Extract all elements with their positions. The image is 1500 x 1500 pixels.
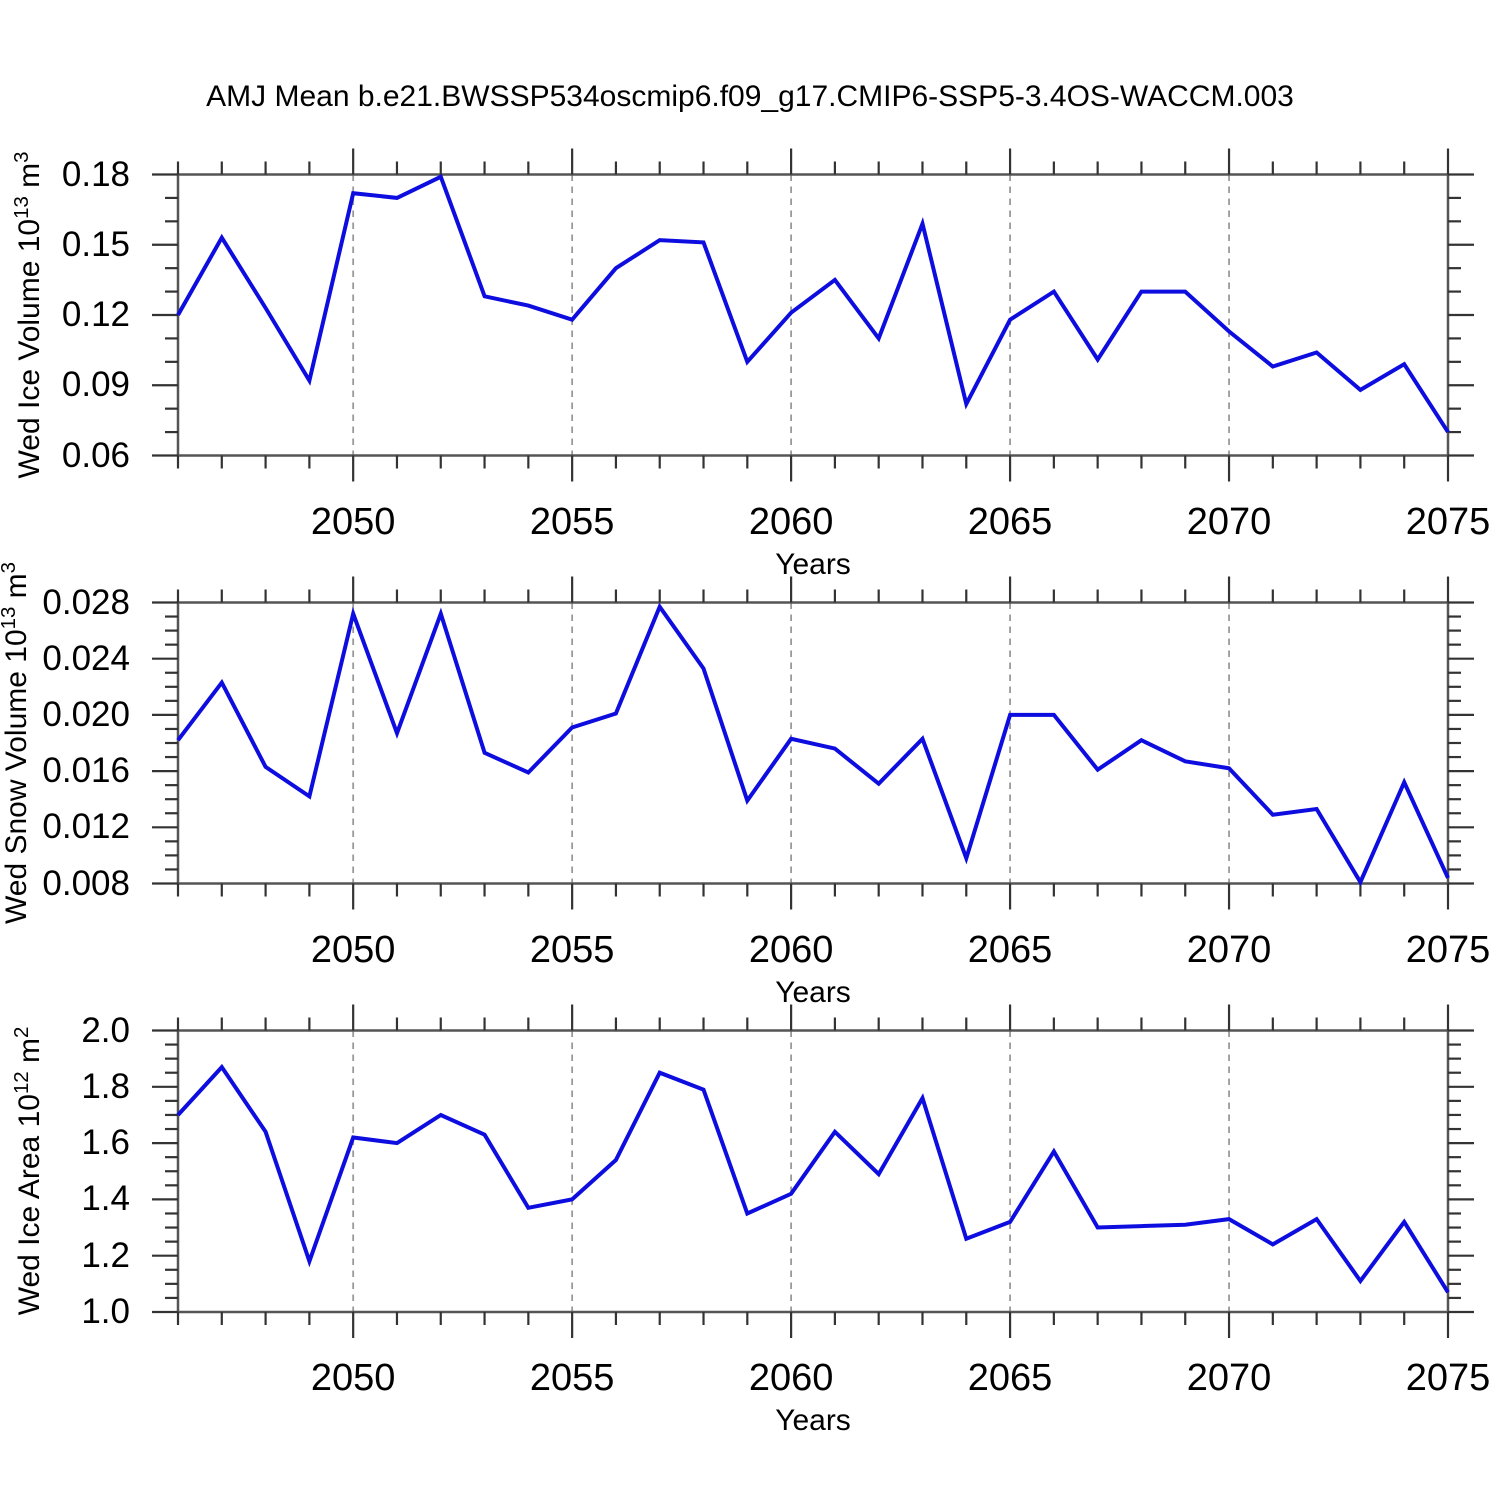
chart-title: AMJ Mean b.e21.BWSSP534oscmip6.f09_g17.C… xyxy=(206,80,1294,113)
panel-3-xtick-label: 2070 xyxy=(1186,1357,1272,1399)
panel-3-plot-border xyxy=(176,1029,1450,1314)
panel-2-yaxis-title-sup: 3 xyxy=(0,562,20,573)
panel-3-xtick-label: 2060 xyxy=(748,1357,834,1399)
panel-1-xaxis-title: Years xyxy=(775,547,851,581)
panel-1-yaxis-title-text: Wed Ice Volume 10 xyxy=(13,218,46,479)
panel-3-ytick-label: 1.0 xyxy=(81,1292,130,1331)
panel-3-yaxis-title: Wed Ice Area 1012 m2 xyxy=(10,1026,47,1316)
panel-2-ytick-label: 0.016 xyxy=(42,751,130,791)
panel-2-yaxis-title: Wed Snow Volume 1013 m3 xyxy=(0,562,34,924)
panel-3-ytick-label: 1.2 xyxy=(81,1235,130,1275)
panel-2-ytick-label: 0.024 xyxy=(42,638,130,678)
panel-3-xtick-label: 2055 xyxy=(529,1357,615,1399)
panel-2 xyxy=(152,576,1474,910)
panel-2-yaxis-title-text: Wed Snow Volume 10 xyxy=(0,629,33,924)
panel-1-data-line xyxy=(176,174,1450,434)
panel-2-ytick-label: 0.008 xyxy=(42,863,130,903)
panel-1-ytick-label: 0.12 xyxy=(61,295,130,334)
panel-2-xtick-label: 2075 xyxy=(1405,928,1491,971)
panel-1-xtick-label: 2070 xyxy=(1186,500,1272,543)
panel-1-xtick-label: 2050 xyxy=(310,500,396,543)
panel-1-xtick-label: 2055 xyxy=(529,500,615,543)
panel-2-data-line xyxy=(176,602,1450,887)
panel-2-yaxis-title-sup: 13 xyxy=(0,606,20,630)
panel-1-yaxis-title-text: m xyxy=(13,162,46,197)
panel-3-yaxis-title-sup: 2 xyxy=(10,1026,33,1039)
panel-3-xtick-label: 2075 xyxy=(1405,1357,1491,1399)
panel-3-ytick-label: 2.0 xyxy=(81,1010,130,1050)
panel-3-xaxis-title: Years xyxy=(775,1404,851,1437)
panel-3-yaxis-title-text: Wed Ice Area 10 xyxy=(13,1094,46,1316)
panel-1 xyxy=(152,148,1474,482)
panel-1-yaxis-title-sup: 3 xyxy=(10,151,33,163)
panel-1-xtick-label: 2065 xyxy=(967,500,1053,543)
panel-2-xtick-label: 2055 xyxy=(529,928,615,971)
panel-2-xtick-label: 2065 xyxy=(967,928,1053,971)
panel-2-xtick-label: 2060 xyxy=(748,928,834,971)
panel-3-xtick-label: 2065 xyxy=(967,1357,1053,1399)
panel-1-yaxis-title-sup: 13 xyxy=(10,196,33,219)
panel-2-ytick-label: 0.020 xyxy=(42,694,130,734)
panel-2-ytick-label: 0.028 xyxy=(42,582,130,622)
panel-3-xtick-label: 2050 xyxy=(310,1357,396,1399)
panel-1-xtick-label: 2075 xyxy=(1405,500,1491,543)
panel-2-xtick-label: 2070 xyxy=(1186,928,1272,971)
panel-1-xtick-label: 2060 xyxy=(748,500,834,543)
panel-2-xtick-label: 2050 xyxy=(310,928,396,971)
panel-1-plot-border xyxy=(176,173,1450,457)
panel-3-ytick-label: 1.4 xyxy=(81,1179,130,1219)
panel-3-ytick-label: 1.6 xyxy=(81,1123,130,1163)
panel-2-ytick-label: 0.012 xyxy=(42,807,130,847)
panel-1-ytick-label: 0.15 xyxy=(61,224,130,264)
panel-2-xaxis-title: Years xyxy=(775,975,851,1009)
panel-1-ytick-label: 0.09 xyxy=(61,365,130,405)
panel-1-yaxis-title: Wed Ice Volume 1013 m3 xyxy=(10,151,47,479)
panel-3-data-line xyxy=(176,1063,1450,1294)
panel-2-yaxis-title-text: m xyxy=(0,573,33,607)
panel-3-yaxis-title-text: m xyxy=(13,1038,46,1072)
panel-3 xyxy=(152,1004,1474,1338)
panel-1-ytick-label: 0.18 xyxy=(61,154,130,194)
panel-1-ytick-label: 0.06 xyxy=(61,435,130,475)
panel-3-ytick-label: 1.8 xyxy=(81,1066,130,1106)
panel-3-yaxis-title-sup: 12 xyxy=(10,1071,33,1095)
